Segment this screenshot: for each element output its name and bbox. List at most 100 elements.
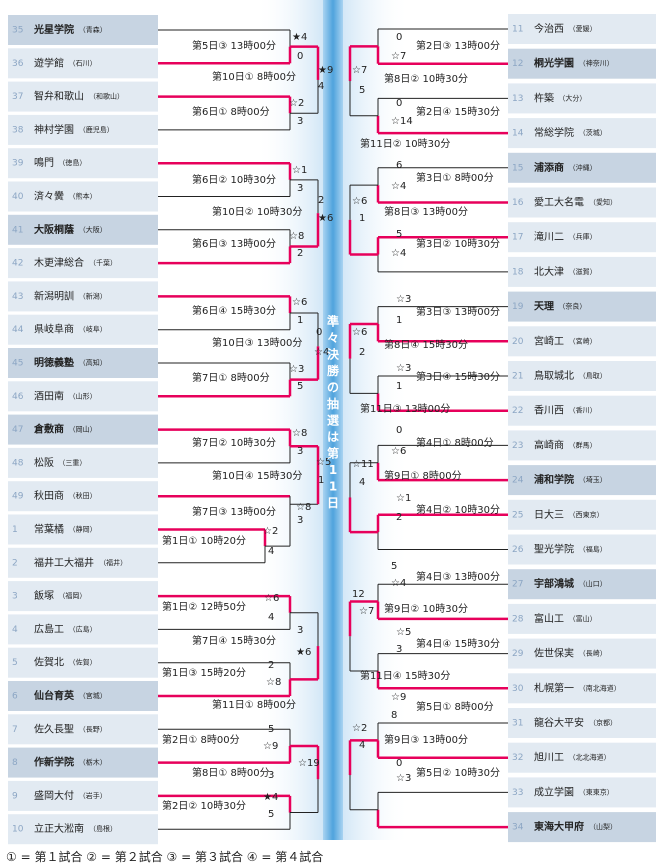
- score-mark: ☆1: [292, 165, 307, 176]
- team-row: [8, 214, 158, 245]
- score-mark: 5: [268, 809, 274, 820]
- score-mark: 4: [268, 546, 274, 557]
- game-label: 第5日② 10時30分: [416, 766, 500, 779]
- team-row: [508, 14, 656, 44]
- team-name: 広島工: [34, 622, 64, 635]
- team-name: 盛岡大付: [34, 789, 74, 802]
- team-prefecture: （岩手）: [79, 791, 107, 800]
- team-number: 10: [12, 825, 24, 835]
- team-name: 高崎商: [534, 438, 564, 451]
- score-mark: 6: [396, 160, 402, 171]
- team-row: [508, 222, 656, 253]
- score-mark: 3: [268, 770, 274, 781]
- banner-char: 第: [327, 446, 339, 461]
- team-prefecture: （石川）: [69, 59, 97, 67]
- team-name: 宇部鴻城: [534, 577, 574, 590]
- game-label: 第11日④ 15時30分: [360, 669, 450, 682]
- team-row: [8, 481, 158, 512]
- game-label: 第11日① 8時00分: [212, 698, 296, 711]
- team-row: [508, 118, 656, 149]
- team-row: [8, 381, 158, 412]
- team-prefecture: （茨城）: [579, 128, 607, 137]
- team-row: [508, 812, 656, 843]
- team-name: 聖光学院: [534, 543, 574, 556]
- team-row: [8, 681, 158, 711]
- team-row: [8, 447, 158, 478]
- game-label: 第9日② 10時30分: [384, 602, 468, 615]
- team-prefecture: （兵庫）: [569, 232, 597, 241]
- game-label: 第6日② 10時30分: [192, 173, 276, 186]
- team-prefecture: （西東京）: [569, 510, 604, 519]
- score-mark: ☆6: [264, 593, 279, 604]
- team-number: 48: [12, 458, 24, 468]
- game-label: 第4日② 10時30分: [416, 503, 500, 516]
- team-row: [8, 281, 158, 312]
- team-row: [508, 48, 656, 79]
- team-prefecture: （岡山）: [69, 425, 97, 434]
- team-prefecture: （沖縄）: [569, 163, 597, 172]
- team-row: [8, 48, 158, 79]
- team-name: 龍谷大平安: [534, 716, 584, 729]
- team-number: 28: [512, 614, 524, 624]
- score-mark: ☆8: [266, 677, 281, 688]
- team-prefecture: （高知）: [79, 358, 107, 367]
- game-label: 第8日① 8時00分: [192, 766, 270, 779]
- score-mark: 8: [391, 710, 397, 721]
- game-label: 第6日① 8時00分: [192, 105, 270, 118]
- team-name: 常葉橘: [34, 523, 64, 536]
- team-row: [508, 569, 656, 600]
- team-prefecture: （新潟）: [79, 291, 107, 300]
- score-mark: ★6: [296, 647, 311, 658]
- team-number: 36: [12, 59, 24, 69]
- team-name: 杵築: [534, 91, 554, 104]
- team-name: 済々黌: [34, 190, 64, 203]
- score-mark: 5: [268, 724, 274, 735]
- game-label: 第11日③ 13時00分: [360, 402, 450, 415]
- score-mark: 2: [396, 512, 402, 523]
- score-mark: 1: [396, 381, 402, 392]
- team-prefecture: （北北海道）: [569, 753, 611, 762]
- team-name: 鳥取城北: [534, 369, 574, 382]
- team-name: 明徳義塾: [34, 356, 74, 369]
- game-label: 第7日② 10時30分: [192, 436, 276, 449]
- team-number: 2: [12, 558, 18, 568]
- game-label: 第6日④ 15時30分: [192, 304, 276, 317]
- team-name: 仙台育英: [34, 689, 75, 702]
- team-row: [8, 747, 158, 778]
- team-number: 24: [512, 476, 524, 486]
- team-number: 21: [512, 372, 523, 382]
- game-label: 第10日① 8時00分: [212, 70, 296, 83]
- legend: ① = 第１試合 ② = 第２試合 ③ = 第３試合 ④ = 第４試合: [6, 850, 324, 864]
- game-label: 第3日③ 13時00分: [416, 305, 500, 318]
- team-prefecture: （福島）: [579, 545, 607, 554]
- banner-char: 決: [327, 347, 340, 362]
- team-row: [8, 581, 158, 612]
- team-number: 13: [512, 94, 523, 104]
- team-number: 5: [12, 658, 18, 668]
- team-name: 福井工大福井: [34, 556, 94, 569]
- score-mark: ☆6: [391, 446, 406, 457]
- team-row: [8, 81, 158, 112]
- team-number: 49: [12, 492, 24, 502]
- score-mark: 2: [268, 660, 274, 671]
- team-prefecture: （三重）: [58, 459, 86, 467]
- team-number: 22: [512, 406, 523, 416]
- game-label: 第5日③ 13時00分: [192, 39, 276, 52]
- score-mark: ☆5: [396, 627, 411, 638]
- team-name: 神村学園: [34, 123, 74, 136]
- team-number: 29: [512, 649, 524, 659]
- team-name: 作新学院: [34, 756, 74, 769]
- score-mark: 5: [297, 381, 303, 392]
- game-label: 第7日③ 13時00分: [192, 505, 276, 518]
- team-name: 光星学院: [33, 23, 74, 36]
- team-row: [508, 256, 656, 287]
- team-name: 遊学館: [34, 56, 64, 69]
- score-mark: 4: [359, 477, 365, 488]
- team-prefecture: （愛媛）: [569, 24, 597, 33]
- team-prefecture: （大阪）: [79, 225, 107, 234]
- team-row: [8, 547, 158, 578]
- team-name: 松阪: [34, 456, 54, 469]
- team-prefecture: （東東京）: [579, 787, 614, 796]
- banner-char: 抽: [327, 396, 339, 411]
